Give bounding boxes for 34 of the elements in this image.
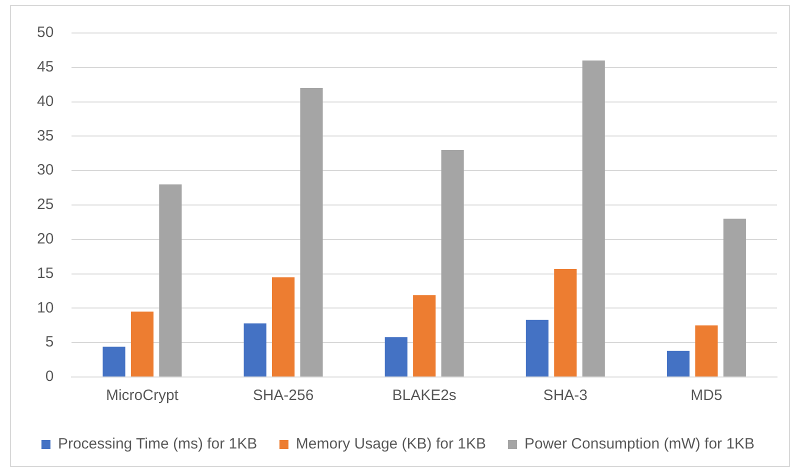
bar	[300, 88, 323, 376]
bar	[526, 320, 548, 376]
bar	[441, 150, 464, 376]
x-tick-label: BLAKE2s	[392, 387, 456, 404]
bar	[695, 325, 718, 376]
bar	[582, 60, 605, 376]
y-tick-label: 10	[36, 299, 54, 316]
legend-label: Power Consumption (mW) for 1KB	[524, 436, 755, 453]
x-tick-label: SHA-3	[543, 387, 588, 404]
bar	[384, 337, 408, 376]
bar	[666, 350, 690, 376]
y-tick-label: 20	[36, 230, 54, 248]
bar	[723, 218, 746, 376]
bar	[159, 184, 182, 376]
bar	[244, 323, 266, 376]
y-tick-label: 45	[36, 58, 54, 76]
bar	[130, 312, 154, 376]
x-tick-label: SHA-256	[252, 387, 314, 404]
y-tick-label: 0	[45, 368, 54, 386]
y-tick-label: 30	[36, 162, 54, 179]
y-tick-label: 5	[45, 334, 54, 351]
y-tick-label: 40	[36, 92, 54, 110]
bar	[102, 346, 126, 376]
legend-label: Memory Usage (KB) for 1KB	[296, 436, 486, 453]
x-tick-label: MicroCrypt	[106, 387, 180, 404]
x-tick-label: MD5	[690, 387, 722, 404]
bar	[413, 295, 436, 376]
y-tick-label: 25	[36, 196, 54, 214]
bar	[272, 277, 295, 376]
bar	[554, 268, 577, 376]
y-tick-label: 50	[36, 24, 54, 42]
y-tick-label: 35	[36, 127, 54, 144]
legend-label: Processing Time (ms) for 1KB	[58, 436, 258, 453]
y-tick-label: 15	[36, 264, 54, 282]
